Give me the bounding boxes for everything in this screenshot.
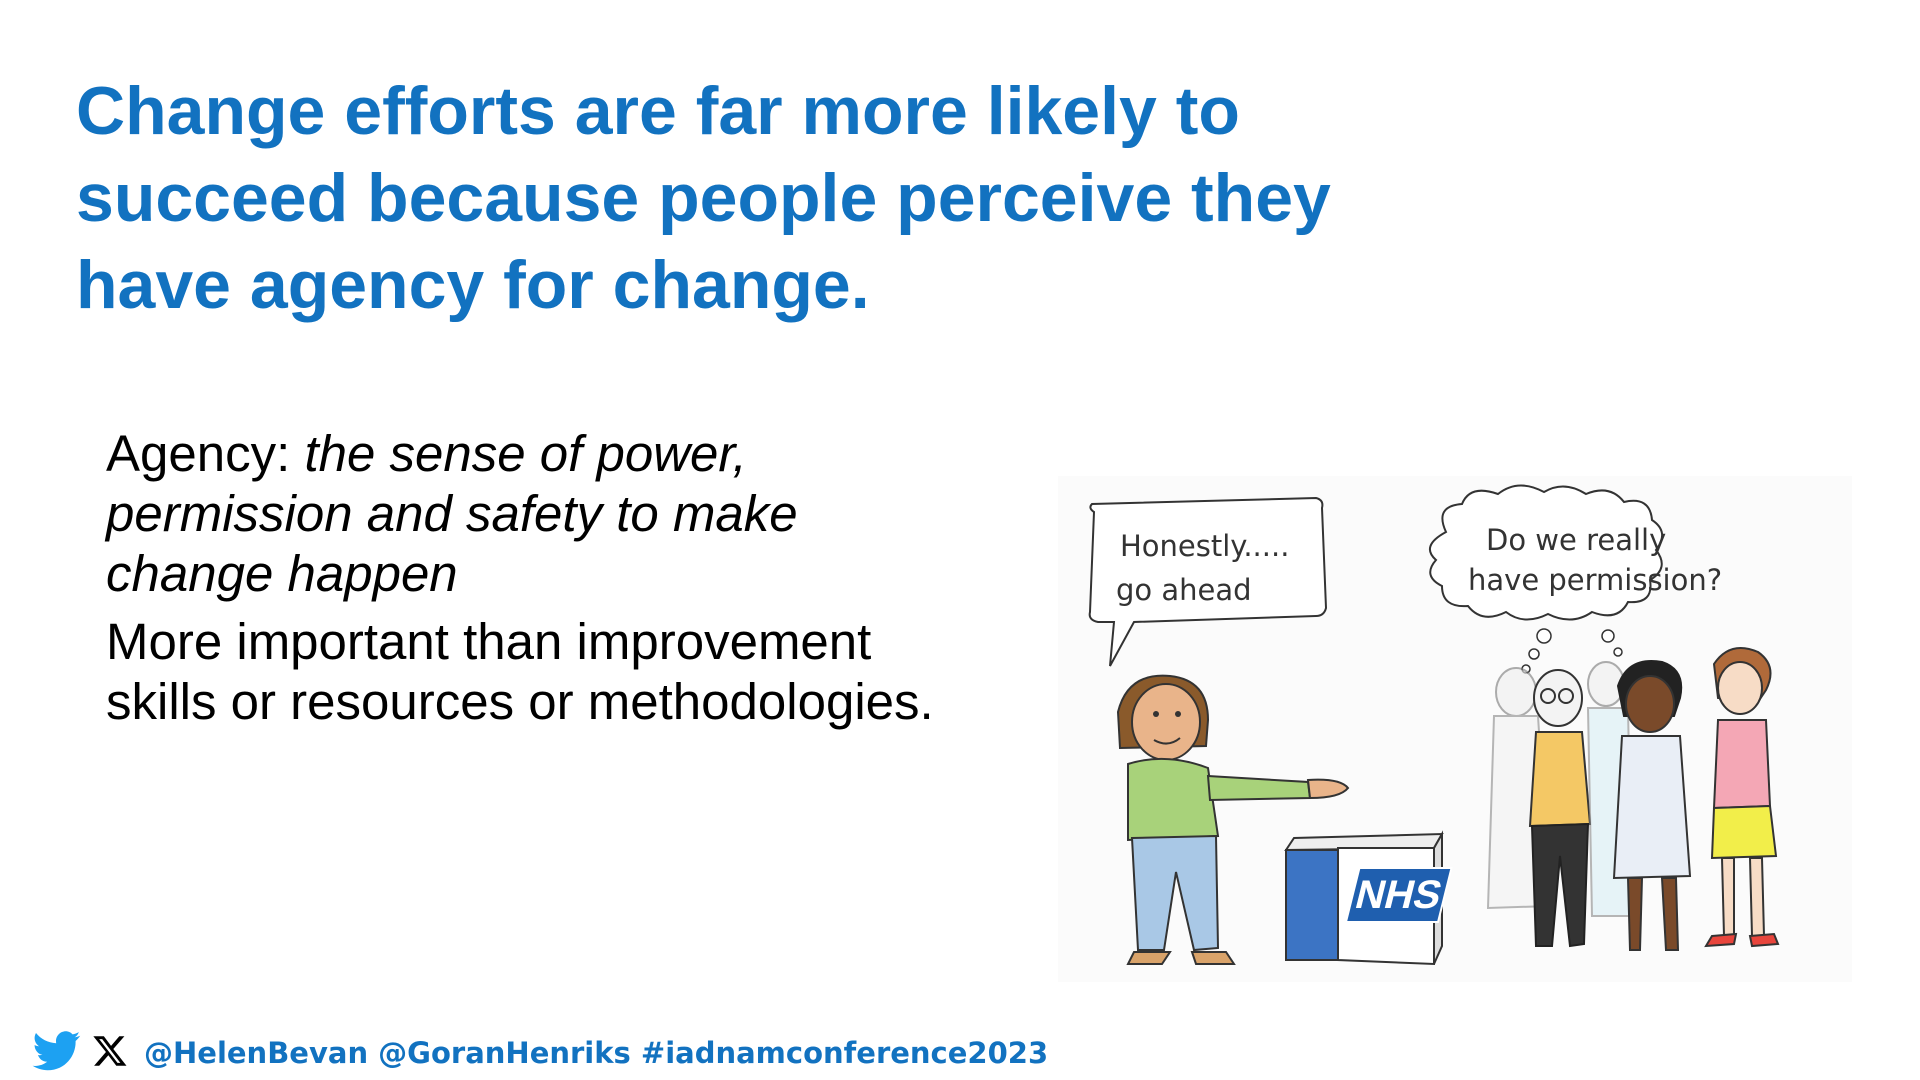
definition-text-line: change happen xyxy=(106,545,458,602)
title-line: succeed because people perceive they xyxy=(76,160,1331,236)
title-line: have agency for change. xyxy=(76,247,870,323)
thought-bubble-line: have permission? xyxy=(1468,563,1722,597)
body-text: Agency: the sense of power, permission a… xyxy=(106,424,1066,732)
speech-bubble-line: Honestly..... xyxy=(1120,529,1289,563)
speaker-woman-figure xyxy=(1116,674,1350,965)
thought-bubble: Do we really have permission? xyxy=(1428,484,1722,674)
nhs-box: NHS xyxy=(1284,830,1453,966)
cartoon-svg: Honestly..... go ahead Do we really have… xyxy=(1058,476,1852,982)
speech-bubble: Honestly..... go ahead xyxy=(1088,496,1328,667)
definition-text-line: the sense of power, xyxy=(304,425,747,482)
listener-figures xyxy=(1486,647,1780,951)
thought-bubble-line: Do we really xyxy=(1486,523,1666,557)
x-logo-icon xyxy=(92,1033,128,1074)
footer: @HelenBevan @GoranHenriks #iadnamconfere… xyxy=(28,1030,1048,1076)
agency-definition: Agency: the sense of power, permission a… xyxy=(106,424,1066,604)
statement-line: skills or resources or methodologies. xyxy=(106,673,934,730)
nhs-logo-text: NHS xyxy=(1351,872,1447,917)
slide-title: Change efforts are far more likely to su… xyxy=(76,68,1476,329)
social-handles[interactable]: @HelenBevan @GoranHenriks #iadnamconfere… xyxy=(144,1036,1049,1070)
definition-term: Agency: xyxy=(106,425,291,482)
listener-figure xyxy=(1704,647,1780,948)
speech-bubble-line: go ahead xyxy=(1116,573,1252,607)
importance-statement: More important than improvement skills o… xyxy=(106,612,1066,732)
definition-text-line: permission and safety to make xyxy=(106,485,798,542)
title-line: Change efforts are far more likely to xyxy=(76,73,1240,149)
cartoon-illustration: Honestly..... go ahead Do we really have… xyxy=(1058,476,1852,982)
statement-line: More important than improvement xyxy=(106,613,872,670)
twitter-bird-icon xyxy=(28,1030,86,1076)
listener-figure xyxy=(1612,660,1692,951)
nhs-logo-icon: NHS xyxy=(1344,867,1453,923)
